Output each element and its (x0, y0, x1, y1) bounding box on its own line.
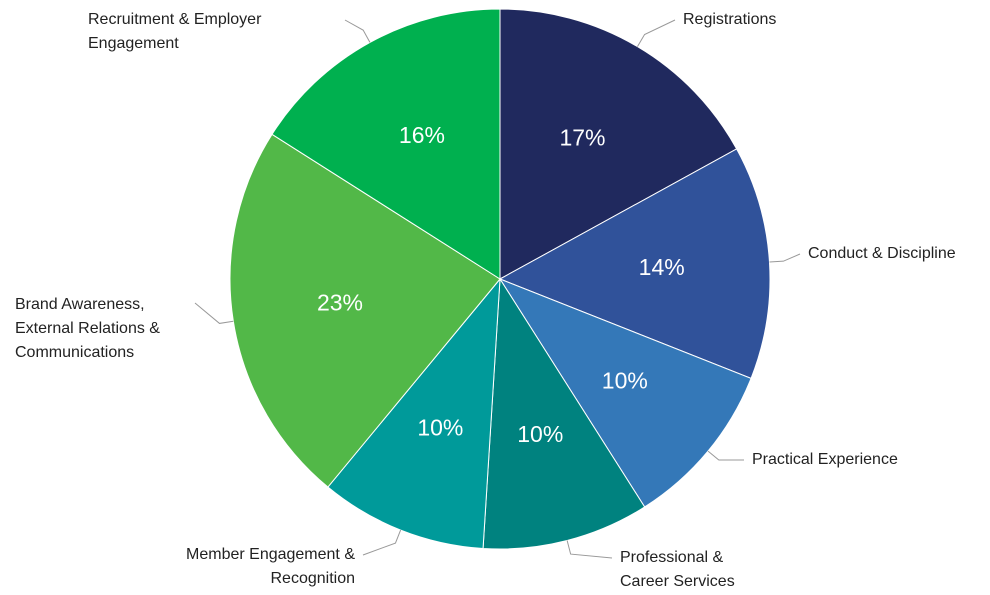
category-label: Conduct & Discipline (808, 245, 956, 262)
category-label: Practical Experience (752, 451, 898, 468)
data-label: 10% (517, 421, 563, 447)
leader-line (707, 450, 745, 461)
category-label: Member Engagement & Recognition (186, 546, 355, 587)
pie-slice (498, 277, 752, 508)
data-label: 14% (639, 254, 685, 280)
pie-slice (499, 8, 738, 280)
category-label: Registrations (683, 11, 777, 28)
data-label: 10% (602, 367, 648, 393)
leader-line (566, 540, 613, 559)
pie-slice (229, 133, 501, 488)
leader-line (344, 19, 371, 43)
data-label: 23% (317, 289, 363, 315)
data-label: 16% (399, 122, 445, 148)
category-label: Professional & Career Services (620, 549, 735, 590)
data-label: 17% (559, 125, 605, 151)
data-label: 10% (417, 415, 463, 441)
leader-line (194, 302, 234, 324)
leader-line (637, 19, 676, 47)
category-label: Brand Awareness, External Relations & Co… (15, 296, 160, 361)
leader-line (769, 253, 801, 263)
pie-slice (327, 277, 501, 549)
category-label: Recruitment & Employer Engagement (88, 11, 262, 52)
pie-slice (482, 277, 646, 550)
leader-line (362, 529, 402, 556)
